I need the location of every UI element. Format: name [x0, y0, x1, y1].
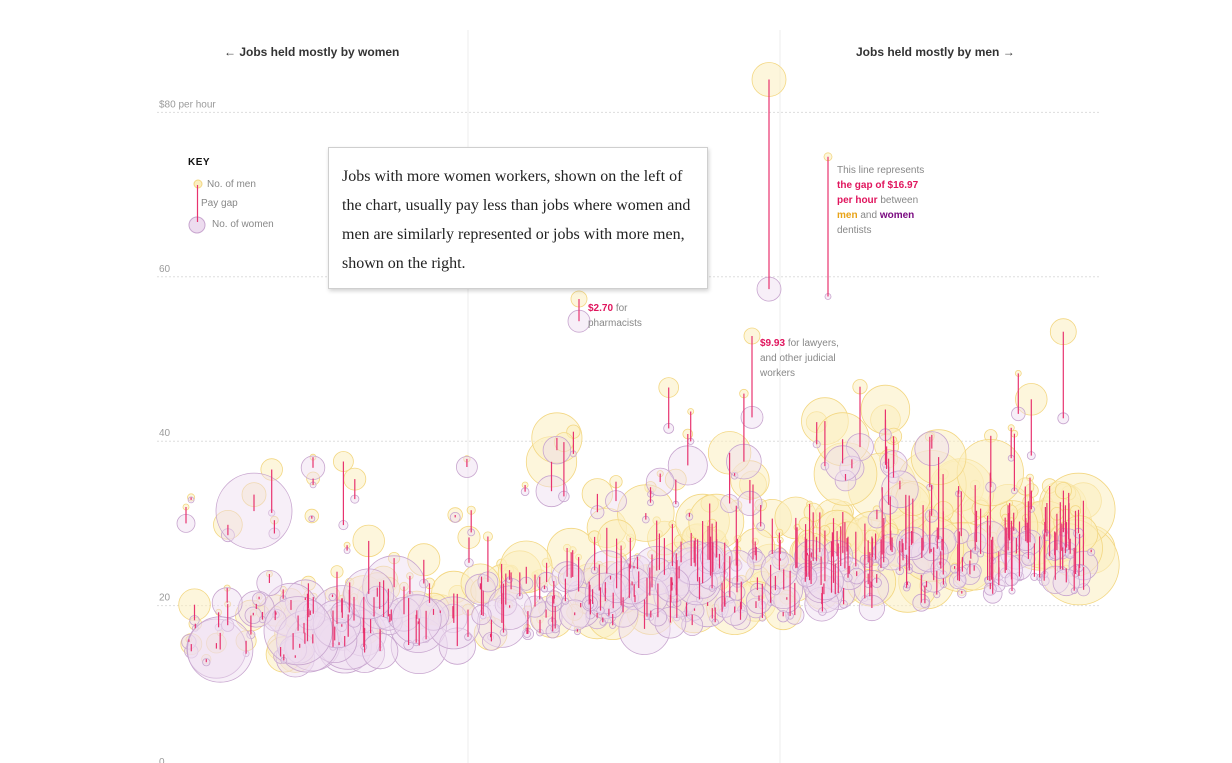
pharmacists-label: pharmacists: [588, 318, 642, 329]
y-tick-label: 40: [159, 428, 171, 439]
dentists-line1: This line represents: [837, 165, 925, 176]
women-bubble: [263, 596, 333, 666]
y-tick-label: 60: [159, 264, 171, 275]
key-women-label: No. of women: [212, 219, 274, 230]
key-graphic: [188, 179, 206, 234]
dentists-tail: dentists: [837, 225, 872, 236]
dentists-men-word: men: [837, 210, 858, 221]
women-bubble: [1087, 548, 1096, 557]
lawyers-label2: and other judicial: [760, 353, 836, 364]
lawyers-annotation: $9.93 for lawyers, and other judicial wo…: [760, 336, 839, 381]
pharmacists-for: for: [615, 303, 628, 314]
key-title: KEY: [188, 157, 211, 168]
dentists-and: and: [860, 210, 878, 221]
lawyers-gap-value: $9.93: [760, 338, 786, 349]
y-tick-label: 0: [159, 757, 165, 763]
dentists-per-hour: per hour: [837, 195, 878, 206]
explainer-text: Jobs with more women workers, shown on t…: [342, 168, 691, 272]
explainer-callout: Jobs with more women workers, shown on t…: [328, 147, 708, 289]
pharmacists-gap-value: $2.70: [588, 303, 614, 314]
y-tick-label: 20: [159, 593, 171, 604]
job-bubbles: [176, 62, 1120, 683]
left-header-label: ← Jobs held mostly by women: [224, 45, 400, 59]
dentists-between: between: [880, 195, 919, 206]
key-men-label: No. of men: [207, 179, 256, 190]
dentists-annotation: This line represents the gap of $16.97 p…: [837, 163, 924, 238]
right-header-label: Jobs held mostly by men →: [856, 45, 1015, 59]
dentists-gap-value: the gap of $16.97: [837, 180, 919, 191]
y-tick-label: $80 per hour: [159, 99, 216, 110]
lawyers-label3: workers: [760, 368, 796, 379]
dentists-women-word: women: [879, 210, 915, 221]
lawyers-for: for lawyers,: [787, 338, 839, 349]
pharmacists-annotation: $2.70 for pharmacists: [588, 301, 642, 331]
key-gap-label: Pay gap: [201, 198, 238, 209]
